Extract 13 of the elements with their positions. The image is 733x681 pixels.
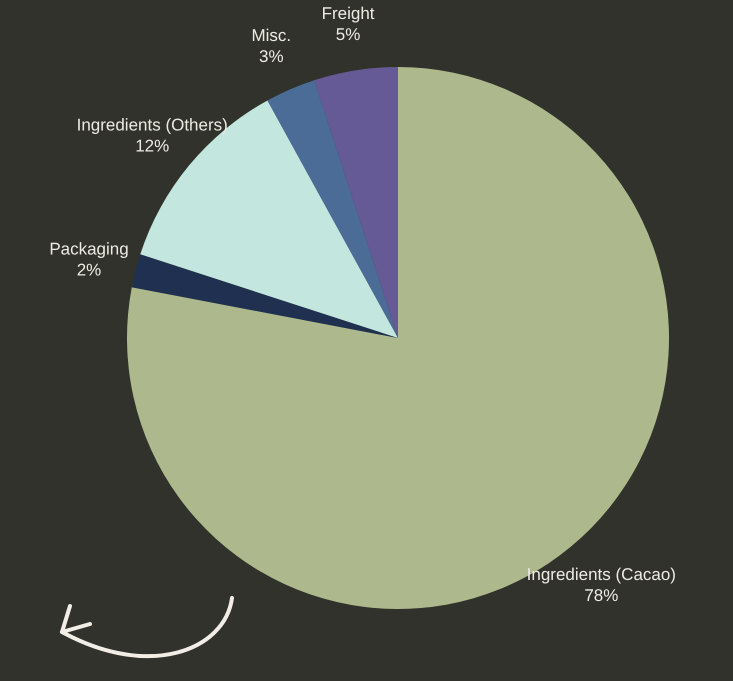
data-label: 2% bbox=[76, 260, 102, 280]
data-label: 12% bbox=[135, 136, 170, 156]
slice-label: Packaging bbox=[49, 240, 129, 259]
slice-label: Ingredients (Others) bbox=[76, 116, 228, 135]
data-label: 78% bbox=[584, 586, 618, 605]
slice-label: Freight bbox=[322, 4, 375, 23]
data-label: 5% bbox=[336, 24, 360, 44]
data-label: 3% bbox=[259, 47, 284, 66]
slice-label: Ingredients (Cacao) bbox=[526, 564, 676, 584]
slice-label: Misc. bbox=[251, 26, 292, 46]
pie-slice bbox=[267, 80, 398, 338]
pie-slice bbox=[314, 67, 398, 338]
pie-slice bbox=[132, 254, 398, 338]
